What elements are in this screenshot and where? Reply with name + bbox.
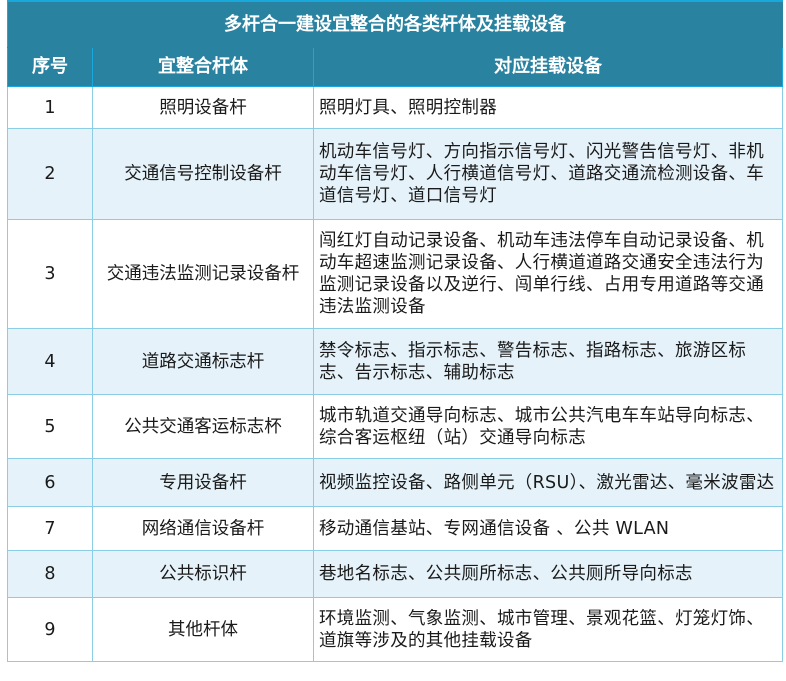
row-pole: 交通信号控制设备杆 [92,128,314,220]
table-row: 7 网络通信设备杆 移动通信基站、专网通信设备 、公共 WLAN [7,506,784,551]
row-number: 7 [7,506,93,551]
row-devices: 视频监控设备、路侧单元（RSU）、激光雷达、毫米波雷达 [312,458,784,507]
table-row: 1 照明设备杆 照明灯具、照明控制器 [7,86,784,129]
row-number: 9 [7,597,93,662]
row-devices: 环境监测、气象监测、城市管理、景观花篮、灯笼灯饰、道旗等涉及的其他挂载设备 [312,597,784,662]
row-number: 6 [7,458,93,507]
table-row: 3 交通违法监测记录设备杆 闯红灯自动记录设备、机动车违法停车自动记录设备、机动车超… [7,219,784,329]
table-row: 6 专用设备杆 视频监控设备、路侧单元（RSU）、激光雷达、毫米波雷达 [7,458,784,507]
row-devices: 移动通信基站、专网通信设备 、公共 WLAN [312,506,784,551]
table-row: 4 道路交通标志杆 禁令标志、指示标志、警告标志、指路标志、旅游区标志、告示标志、辅… [7,328,784,395]
row-number: 5 [7,394,93,459]
row-devices: 城市轨道交通导向标志、城市公共汽电车车站导向标志、综合客运枢纽（站）交通导向标志 [312,394,784,459]
row-devices: 禁令标志、指示标志、警告标志、指路标志、旅游区标志、告示标志、辅助标志 [312,328,784,395]
row-number: 4 [7,328,93,395]
row-pole: 其他杆体 [92,597,314,662]
row-pole: 道路交通标志杆 [92,328,314,395]
row-pole: 网络通信设备杆 [92,506,314,551]
row-devices: 闯红灯自动记录设备、机动车违法停车自动记录设备、机动车超速监测记录设备、人行横道… [312,219,784,329]
table-row: 5 公共交通客运标志杯 城市轨道交通导向标志、城市公共汽电车车站导向标志、综合客运枢… [7,394,784,459]
row-pole: 交通违法监测记录设备杆 [92,219,314,329]
row-devices: 机动车信号灯、方向指示信号灯、闪光警告信号灯、非机动车信号灯、人行横道信号灯、道… [312,128,784,220]
column-header-devices: 对应挂载设备 [312,47,784,87]
row-number: 2 [7,128,93,220]
row-devices: 巷地名标志、公共厕所标志、公共厕所导向标志 [312,550,784,598]
row-devices: 照明灯具、照明控制器 [312,86,784,129]
row-pole: 公共交通客运标志杯 [92,394,314,459]
row-number: 8 [7,550,93,598]
row-pole: 照明设备杆 [92,86,314,129]
table-title: 多杆合一建设宜整合的各类杆体及挂载设备 [6,0,784,48]
table-row: 9 其他杆体 环境监测、气象监测、城市管理、景观花篮、灯笼灯饰、道旗等涉及的其他挂载… [7,597,784,662]
row-number: 1 [7,86,93,129]
row-pole: 公共标识杆 [92,550,314,598]
column-header-number: 序号 [7,47,93,87]
table-row: 8 公共标识杆 巷地名标志、公共厕所标志、公共厕所导向标志 [7,550,784,598]
table-row: 2 交通信号控制设备杆 机动车信号灯、方向指示信号灯、闪光警告信号灯、非机动车信号灯… [7,128,784,220]
pole-equipment-table: 多杆合一建设宜整合的各类杆体及挂载设备 序号 宜整合杆体 对应挂载设备 1 照明设… [6,0,784,662]
row-pole: 专用设备杆 [92,458,314,507]
row-number: 3 [7,219,93,329]
column-header-pole: 宜整合杆体 [92,47,314,87]
